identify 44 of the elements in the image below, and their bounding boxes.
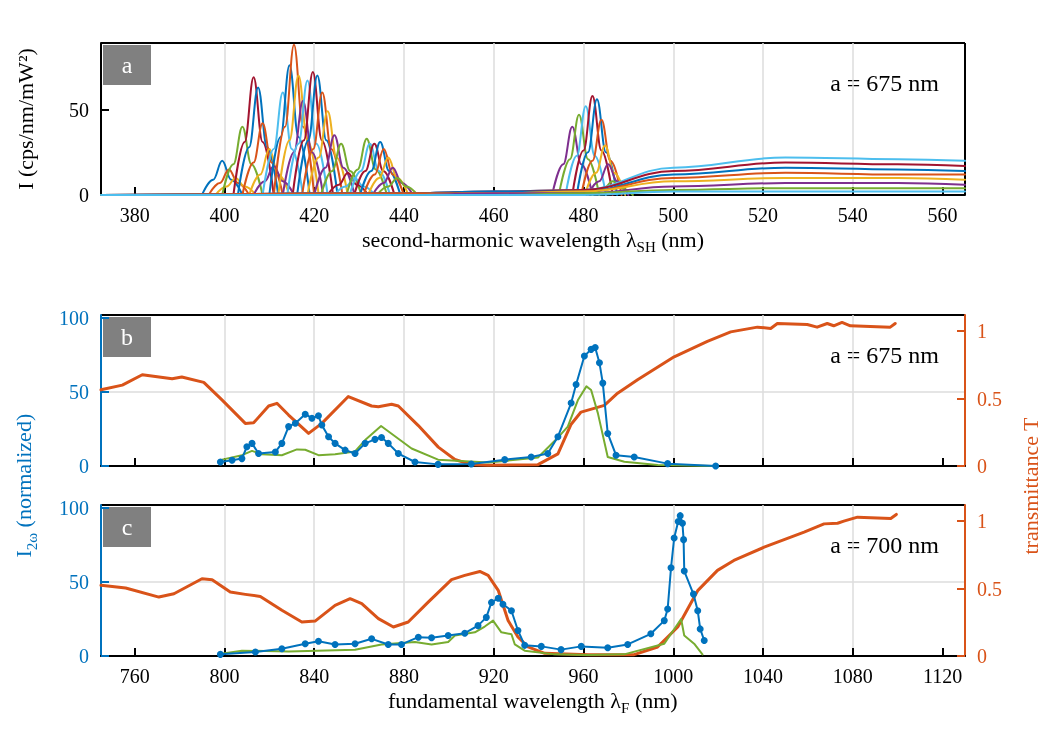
y2-tick-label: 0 — [977, 455, 987, 477]
annotation: c — [121, 514, 133, 540]
y-tick-label: 0 — [79, 455, 89, 477]
y-tick-label: 50 — [69, 570, 89, 593]
annotation: a = 675 nm — [830, 70, 940, 96]
y-tick-label: 100 — [59, 306, 89, 329]
y-tick-label: 50 — [69, 380, 89, 403]
x-axis-title: fundamental wavelength λ$_{F}$ (nm) — [388, 687, 678, 717]
x-tick-label: 1120 — [922, 665, 963, 687]
y2-tick-label: 1 — [977, 320, 987, 343]
x-tick-label: 880 — [388, 665, 419, 687]
y2-tick-label: 1 — [977, 510, 987, 533]
y-tick-label: 100 — [59, 496, 89, 519]
x-tick-label: 840 — [299, 665, 330, 687]
x-tick-label: 440 — [388, 204, 419, 226]
y2-tick-label: 0 — [977, 645, 987, 667]
x-tick-label: 520 — [748, 204, 779, 226]
x-tick-label: 480 — [568, 204, 599, 226]
y-tick-label: 0 — [79, 645, 89, 667]
y2-tick-label: 0.5 — [977, 387, 1002, 410]
annotation: a — [121, 52, 133, 78]
x-tick-label: 500 — [658, 204, 689, 226]
x-tick-label: 460 — [478, 204, 509, 226]
y2-tick-label: 0.5 — [977, 577, 1002, 600]
x-tick-label: 400 — [209, 204, 240, 226]
annotation: b — [121, 324, 133, 350]
y-axis-title: I (cps/nm/mW²) — [12, 48, 39, 190]
x-tick-label: 1040 — [743, 665, 784, 687]
x-tick-label: 800 — [209, 665, 240, 687]
x-tick-label: 540 — [837, 204, 868, 226]
x-axis-title: second-harmonic wavelength λ$_{SH}$ (nm) — [362, 226, 705, 256]
y2-axis-title: transmittance T — [1017, 416, 1044, 555]
x-tick-label: 420 — [299, 204, 330, 226]
y-tick-label: 0 — [79, 184, 89, 206]
x-tick-label: 380 — [119, 204, 150, 226]
y-tick-label: 50 — [69, 98, 89, 121]
x-tick-label: 960 — [568, 665, 599, 687]
annotation: a = 675 nm — [830, 342, 940, 368]
x-tick-label: 1080 — [832, 665, 873, 687]
x-tick-label: 920 — [478, 665, 509, 687]
annotation: a = 700 nm — [830, 532, 940, 558]
x-tick-label: 560 — [927, 204, 958, 226]
x-tick-label: 1000 — [653, 665, 694, 687]
x-tick-label: 760 — [119, 665, 150, 687]
